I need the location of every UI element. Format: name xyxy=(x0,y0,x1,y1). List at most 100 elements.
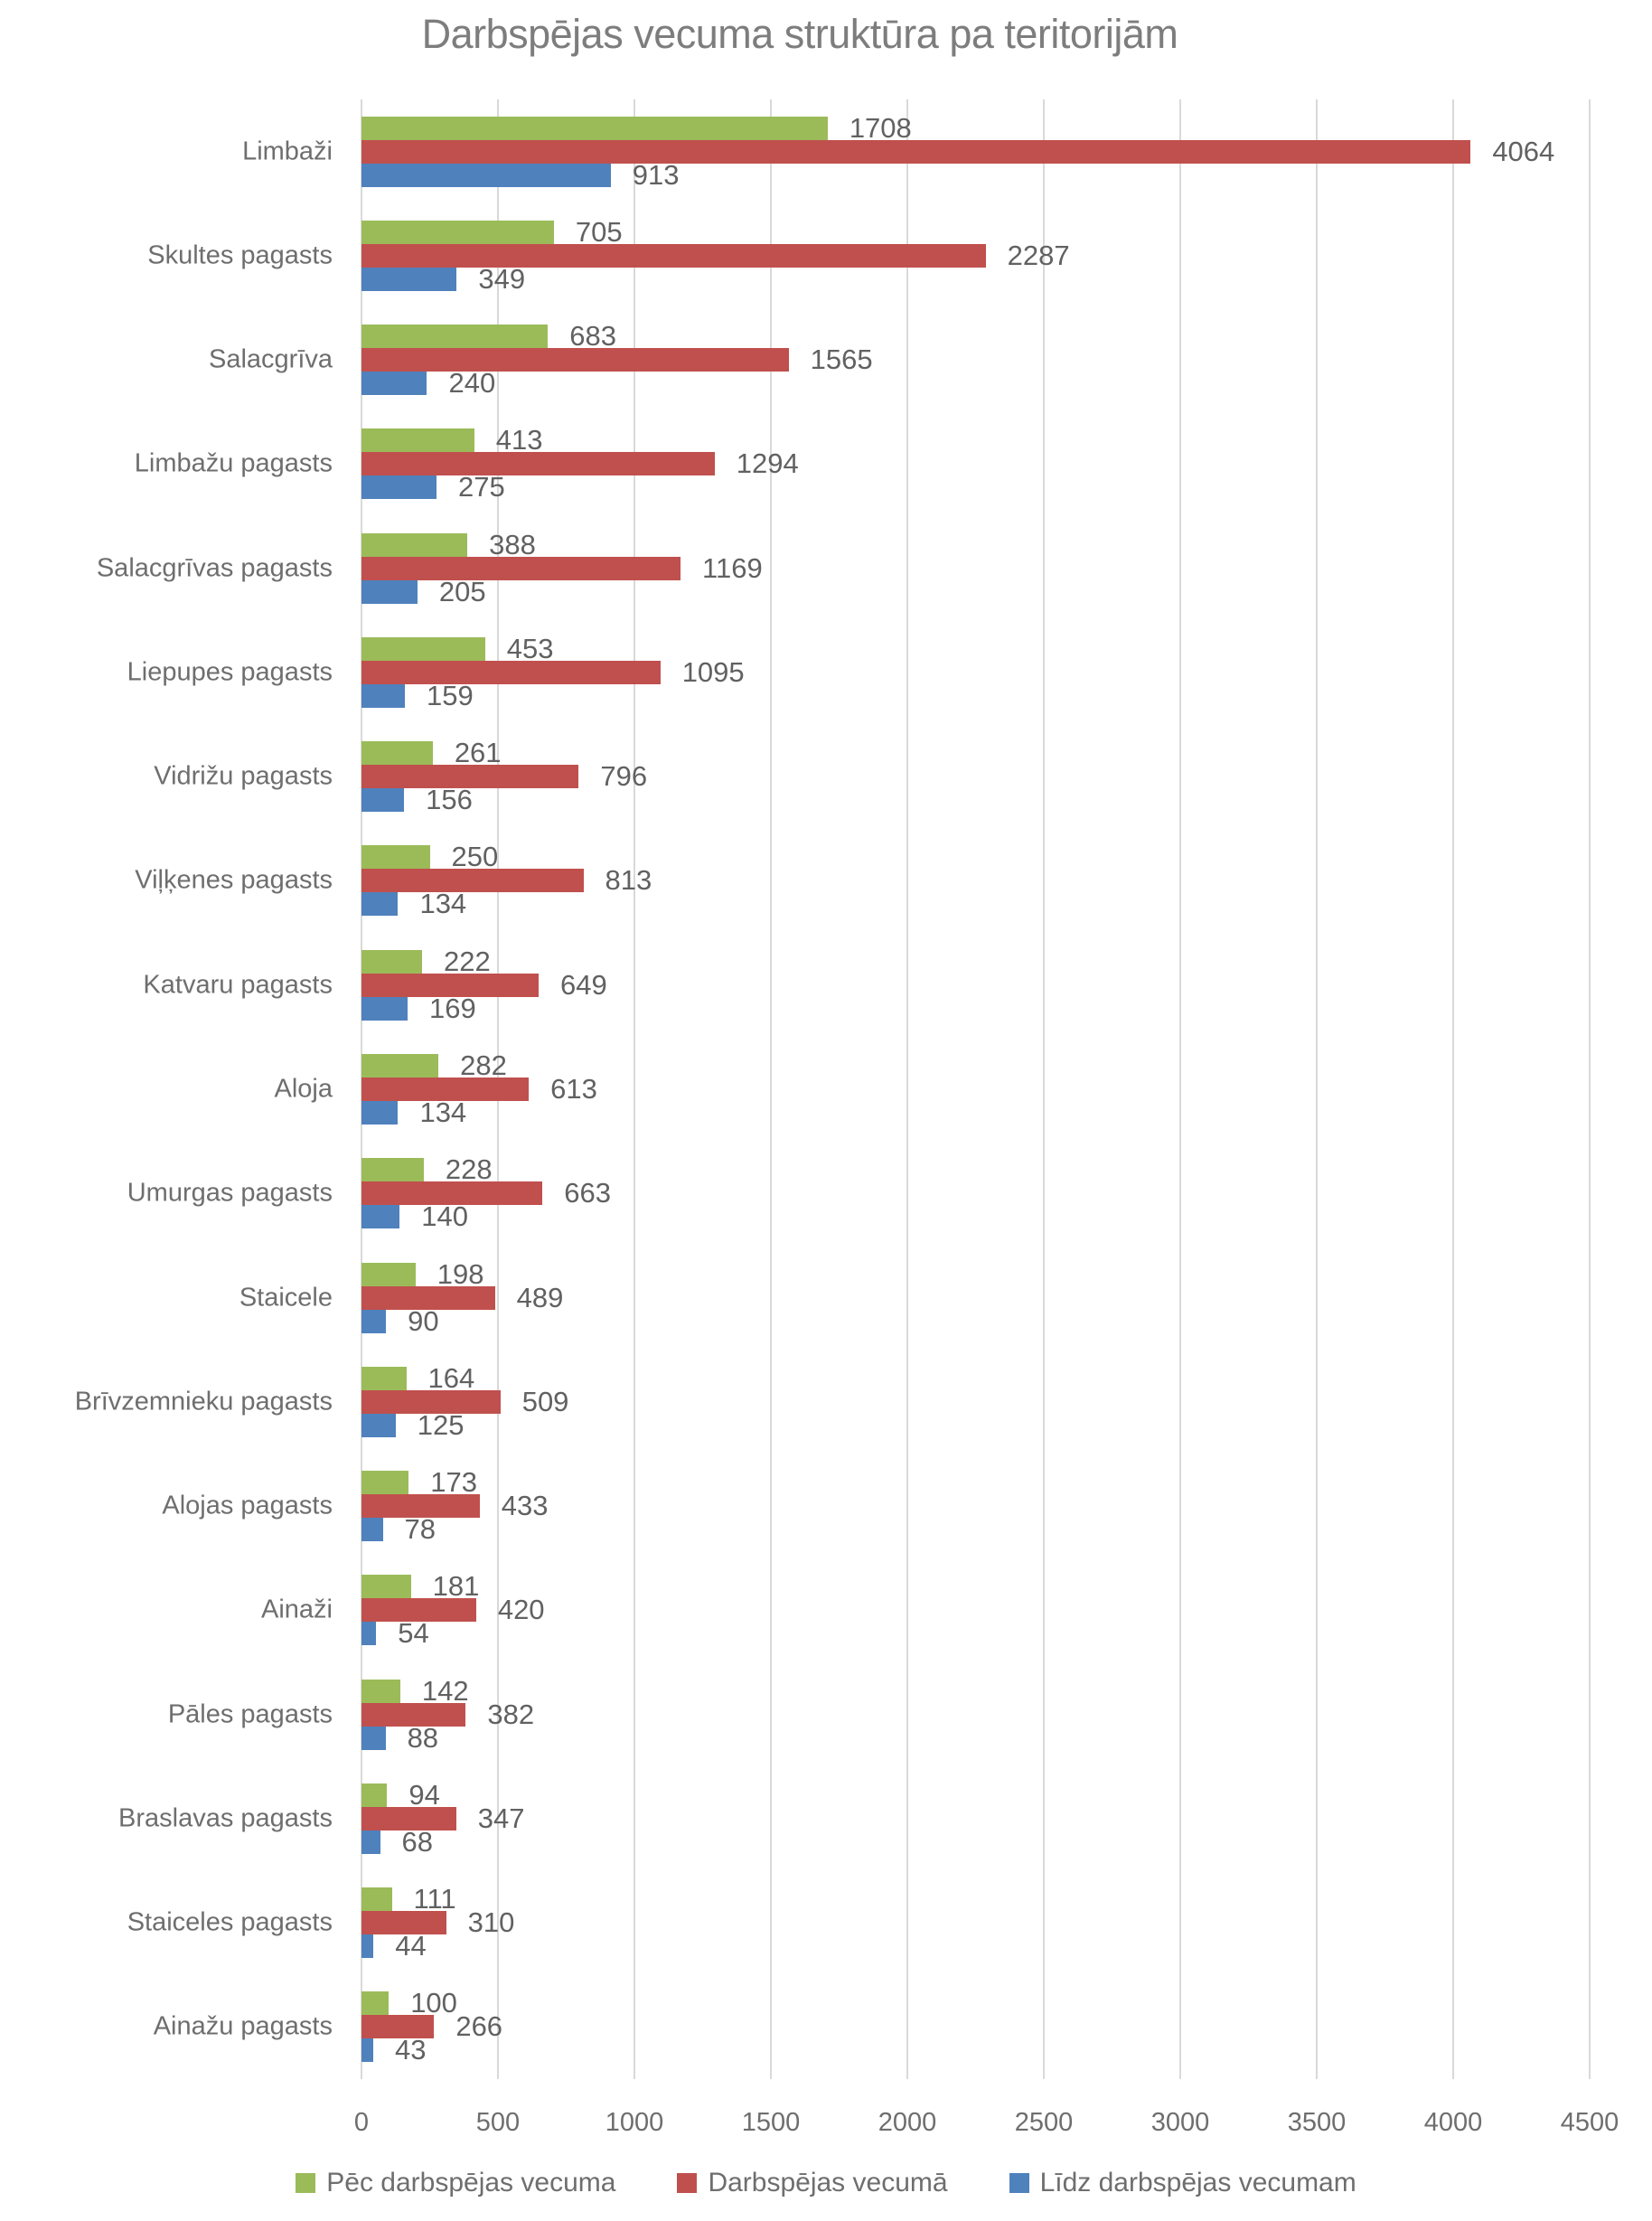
value-label-darbspejas-vecuma: 1169 xyxy=(702,551,763,584)
value-label-pec-darbspejas-vecuma: 164 xyxy=(427,1361,475,1394)
x-axis-tick-label: 0 xyxy=(353,2108,370,2137)
gridline xyxy=(1589,99,1591,2079)
category-label: Pāles pagasts xyxy=(167,1699,333,1729)
bar-darbspejas-vecuma xyxy=(361,869,584,893)
gridline xyxy=(770,99,772,2079)
legend-label: Pēc darbspējas vecuma xyxy=(326,2168,616,2197)
bar-darbspejas-vecuma xyxy=(361,556,681,580)
bar-darbspejas-vecuma xyxy=(361,1078,530,1101)
value-label-darbspejas-vecuma: 813 xyxy=(605,864,652,897)
value-label-darbspejas-vecuma: 4064 xyxy=(1492,135,1555,167)
value-label-lidz-darbspejas-vecumam: 140 xyxy=(421,1200,468,1233)
value-label-darbspejas-vecuma: 347 xyxy=(477,1802,525,1834)
gridline xyxy=(906,99,908,2079)
bar-darbspejas-vecuma xyxy=(361,1494,480,1519)
value-label-darbspejas-vecuma: 433 xyxy=(501,1490,549,1522)
bar-lidz-darbspejas-vecumam xyxy=(361,2038,373,2063)
value-label-lidz-darbspejas-vecumam: 156 xyxy=(426,784,473,816)
value-label-pec-darbspejas-vecuma: 173 xyxy=(430,1466,477,1499)
category-label: Umurgas pagasts xyxy=(127,1178,333,1208)
value-label-lidz-darbspejas-vecumam: 90 xyxy=(408,1304,439,1337)
bar-lidz-darbspejas-vecumam xyxy=(361,1726,386,1750)
bar-pec-darbspejas-vecuma xyxy=(361,1158,424,1182)
category-label: Staicele xyxy=(239,1283,333,1313)
x-axis-tick-label: 4000 xyxy=(1423,2108,1483,2137)
chart-title: Darbspējas vecuma struktūra pa teritorij… xyxy=(421,11,1178,57)
x-axis-tick-label: 3500 xyxy=(1287,2108,1347,2137)
value-label-darbspejas-vecuma: 1095 xyxy=(681,655,745,688)
value-label-darbspejas-vecuma: 663 xyxy=(564,1177,611,1209)
category-label: Vidrižu pagasts xyxy=(154,761,333,791)
value-label-darbspejas-vecuma: 613 xyxy=(550,1073,597,1105)
bar-pec-darbspejas-vecuma xyxy=(361,1679,400,1703)
category-label: Salacgrīvas pagasts xyxy=(96,553,333,583)
value-label-pec-darbspejas-vecuma: 683 xyxy=(569,320,616,353)
gridline xyxy=(1316,99,1318,2079)
legend-label: Darbspējas vecumā xyxy=(708,2168,948,2197)
bar-darbspejas-vecuma xyxy=(361,452,715,476)
value-label-lidz-darbspejas-vecumam: 134 xyxy=(419,888,467,920)
bar-darbspejas-vecuma xyxy=(361,243,986,268)
x-axis-tick-label: 4500 xyxy=(1560,2108,1619,2137)
bar-pec-darbspejas-vecuma xyxy=(361,220,554,244)
x-axis-tick-label: 1000 xyxy=(605,2108,664,2137)
bar-darbspejas-vecuma xyxy=(361,139,1471,164)
bar-darbspejas-vecuma xyxy=(361,1389,501,1414)
bar-lidz-darbspejas-vecumam xyxy=(361,892,399,917)
value-label-darbspejas-vecuma: 382 xyxy=(487,1698,535,1730)
category-label: Aloja xyxy=(274,1074,333,1104)
category-label: Viļķenes pagasts xyxy=(135,865,333,895)
bar-pec-darbspejas-vecuma xyxy=(361,845,430,870)
value-label-darbspejas-vecuma: 1294 xyxy=(736,447,799,480)
value-label-darbspejas-vecuma: 649 xyxy=(559,968,607,1001)
bar-darbspejas-vecuma xyxy=(361,1598,476,1623)
x-axis-tick-label: 2500 xyxy=(1014,2108,1074,2137)
bar-lidz-darbspejas-vecumam xyxy=(361,1830,380,1854)
gridline xyxy=(634,99,635,2079)
value-label-lidz-darbspejas-vecumam: 205 xyxy=(438,575,486,607)
x-axis-tick-label: 3000 xyxy=(1150,2108,1210,2137)
category-label: Ainaži xyxy=(261,1595,333,1624)
category-label: Katvaru pagasts xyxy=(143,970,333,1000)
category-label: Skultes pagasts xyxy=(147,240,333,270)
category-label: Staiceles pagasts xyxy=(127,1907,333,1937)
legend-swatch-icon xyxy=(296,2173,316,2193)
value-label-lidz-darbspejas-vecumam: 68 xyxy=(401,1825,434,1858)
bar-darbspejas-vecuma xyxy=(361,1285,495,1310)
legend-item-lidz-darbspejas-vecumam: Līdz darbspējas vecumam xyxy=(1009,2168,1356,2198)
bar-pec-darbspejas-vecuma xyxy=(361,1887,392,1912)
value-label-darbspejas-vecuma: 420 xyxy=(497,1594,545,1626)
bar-darbspejas-vecuma xyxy=(361,1911,446,1935)
value-label-pec-darbspejas-vecuma: 453 xyxy=(506,632,554,664)
value-label-lidz-darbspejas-vecumam: 43 xyxy=(394,2034,427,2066)
gridline xyxy=(1452,99,1454,2079)
value-label-lidz-darbspejas-vecumam: 125 xyxy=(417,1408,465,1441)
bar-darbspejas-vecuma xyxy=(361,765,579,789)
value-label-pec-darbspejas-vecuma: 261 xyxy=(454,737,502,769)
category-label: Limbaži xyxy=(242,136,333,166)
value-label-lidz-darbspejas-vecumam: 88 xyxy=(407,1721,439,1754)
value-label-pec-darbspejas-vecuma: 142 xyxy=(421,1674,469,1707)
bar-lidz-darbspejas-vecumam xyxy=(361,788,405,813)
bar-lidz-darbspejas-vecumam xyxy=(361,1309,387,1333)
value-label-pec-darbspejas-vecuma: 228 xyxy=(445,1153,493,1186)
value-label-lidz-darbspejas-vecumam: 159 xyxy=(427,679,474,711)
value-label-lidz-darbspejas-vecumam: 44 xyxy=(395,1930,427,1962)
value-label-darbspejas-vecuma: 1565 xyxy=(810,344,873,376)
gridline xyxy=(1179,99,1181,2079)
bar-pec-darbspejas-vecuma xyxy=(361,636,485,661)
category-label: Alojas pagasts xyxy=(162,1491,333,1520)
value-label-pec-darbspejas-vecuma: 705 xyxy=(575,215,623,248)
value-label-darbspejas-vecuma: 796 xyxy=(600,760,648,793)
legend-item-darbspejas-vecuma: Darbspējas vecumā xyxy=(677,2168,948,2198)
gridline xyxy=(1043,99,1045,2079)
bar-pec-darbspejas-vecuma xyxy=(361,1262,416,1286)
value-label-lidz-darbspejas-vecumam: 240 xyxy=(448,367,496,400)
value-label-lidz-darbspejas-vecumam: 54 xyxy=(398,1617,429,1650)
bar-pec-darbspejas-vecuma xyxy=(361,1991,390,2016)
bar-pec-darbspejas-vecuma xyxy=(361,532,468,557)
bar-lidz-darbspejas-vecumam xyxy=(361,996,408,1021)
category-label: Limbažu pagasts xyxy=(134,448,333,478)
bar-lidz-darbspejas-vecumam xyxy=(361,1101,399,1125)
